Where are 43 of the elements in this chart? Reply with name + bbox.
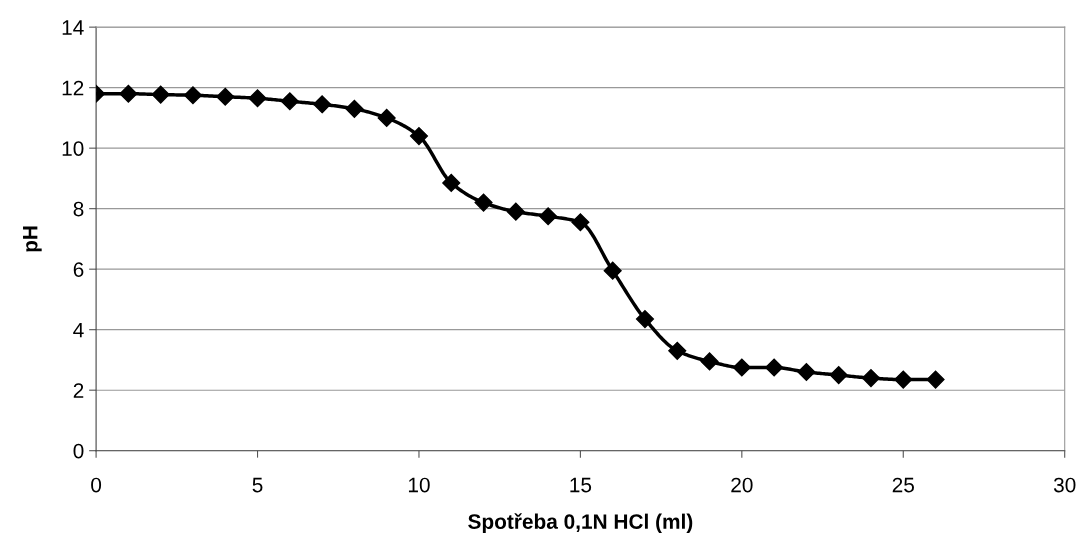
point [571, 213, 590, 232]
x-tick-label: 30 [1053, 477, 1076, 493]
point [894, 370, 913, 389]
point [442, 173, 461, 192]
x-tick-label: 25 [892, 477, 914, 493]
x-tick-label: 10 [408, 477, 430, 493]
point [829, 366, 848, 385]
point [861, 369, 881, 388]
y-axis-title: pH [23, 226, 42, 252]
point [216, 87, 235, 106]
point [539, 207, 558, 226]
point [700, 352, 719, 371]
point [926, 370, 945, 389]
point [119, 84, 138, 103]
point [474, 193, 493, 212]
y-tick-label: 14 [62, 20, 84, 35]
x-tick-label: 5 [252, 477, 263, 493]
point [280, 92, 299, 111]
point [603, 261, 622, 280]
point [183, 86, 202, 105]
point [506, 202, 525, 221]
y-tick-label: 10 [62, 141, 84, 156]
y-tick-label: 4 [73, 322, 84, 338]
point [409, 127, 429, 146]
point [765, 358, 784, 377]
y-tick-label: 6 [73, 262, 84, 277]
point [151, 85, 170, 104]
point [635, 310, 655, 329]
x-tick-label: 15 [570, 477, 592, 493]
y-tick-label: 8 [73, 201, 84, 217]
point [732, 358, 751, 377]
point [668, 341, 687, 360]
point [313, 95, 332, 114]
point [377, 108, 396, 127]
point [248, 89, 267, 108]
x-tick-label: 20 [731, 477, 753, 493]
point [345, 99, 364, 118]
y-tick-label: 2 [73, 383, 84, 398]
y-tick-label: 0 [73, 443, 84, 459]
y-tick-label: 12 [62, 80, 84, 96]
point [797, 362, 816, 382]
x-axis-title: Spotřeba 0,1N HCl (ml) [468, 513, 693, 534]
x-tick-label: 0 [91, 477, 102, 493]
